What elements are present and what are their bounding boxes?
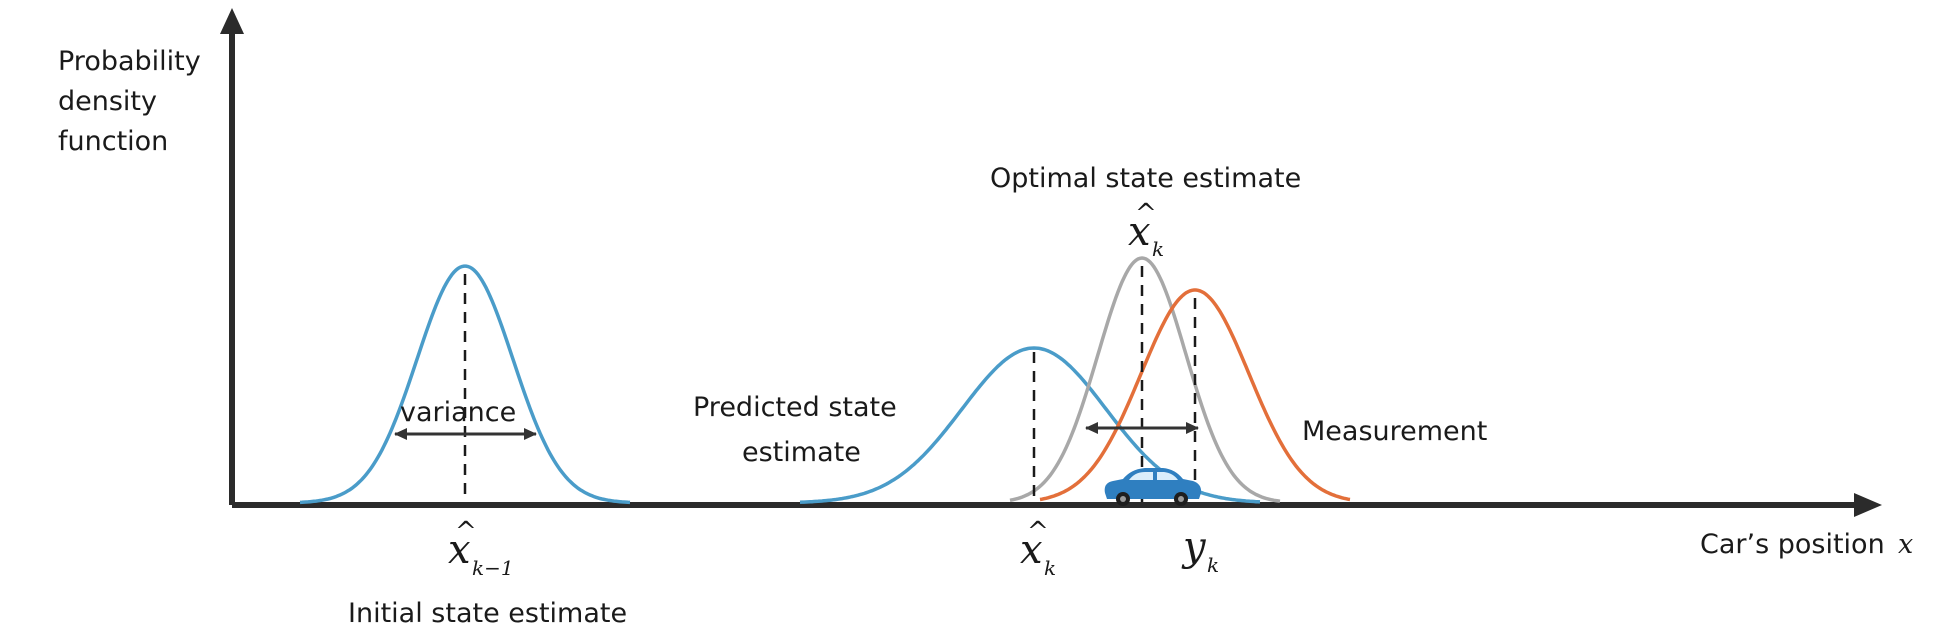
optimal-symbol-sub: k: [1152, 237, 1164, 261]
optimal-symbol: x ^ k: [1128, 199, 1164, 261]
optimal-symbol-hat: ^: [1135, 199, 1157, 229]
initial-symbol-sub: k−1: [472, 556, 514, 580]
optimal-symbol-base: x: [1128, 209, 1151, 255]
measurement-symbol-sub: k: [1207, 553, 1219, 577]
x-label-variable: x: [1898, 529, 1913, 560]
initial-symbol-base: x: [448, 527, 471, 573]
initial-symbol: x ^ k−1: [448, 517, 514, 580]
predicted-symbol-sub: k: [1044, 556, 1056, 580]
x-axis-arrowhead: [1854, 493, 1882, 517]
initial-estimate-curve: [299, 264, 631, 505]
car-icon: [1104, 468, 1202, 506]
optimal-label: Optimal state estimate: [990, 163, 1301, 194]
measurement-symbol-base: y: [1181, 524, 1207, 570]
predicted-label-line-2: estimate: [742, 437, 861, 468]
y-label-line-2: density: [58, 86, 157, 117]
predicted-label-line-1: Predicted state: [693, 392, 897, 423]
measurement-symbol: y k: [1181, 524, 1219, 577]
optimal-estimate-curve: [1009, 256, 1281, 503]
predicted-symbol-hat: ^: [1027, 517, 1049, 547]
x-label-text: Car’s position: [1700, 529, 1885, 560]
initial-state-label: Initial state estimate: [348, 598, 627, 629]
variance-label: variance: [400, 397, 516, 428]
y-label-line-3: function: [58, 126, 168, 157]
y-label-line-1: Probability: [58, 46, 201, 77]
predicted-symbol-base: x: [1020, 527, 1043, 573]
x-axis-label: Car’s position x: [1700, 529, 1913, 560]
y-axis-label: Probability density function: [58, 46, 201, 157]
predicted-symbol: x ^ k: [1020, 517, 1056, 580]
y-axis-arrowhead: [220, 8, 244, 34]
measurement-label: Measurement: [1302, 416, 1487, 447]
axes: [220, 8, 1882, 517]
initial-symbol-hat: ^: [455, 517, 477, 547]
measurement-curve: [1039, 288, 1351, 502]
